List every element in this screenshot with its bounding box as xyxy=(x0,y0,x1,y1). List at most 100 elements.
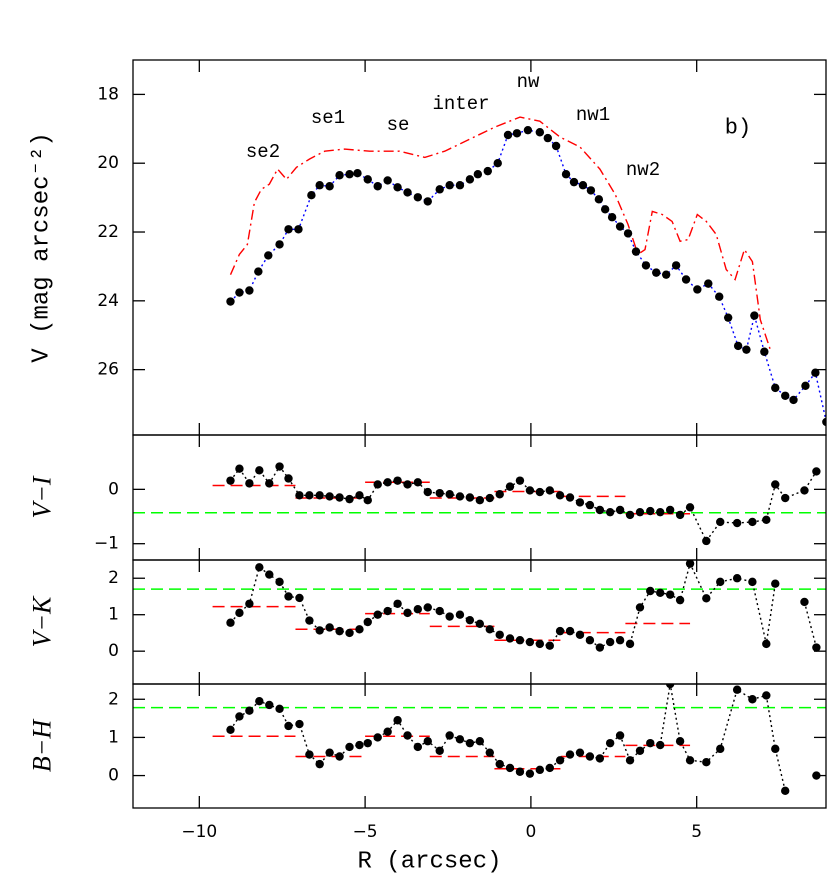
plot-area xyxy=(226,116,826,427)
y-axis-title: V−K xyxy=(28,595,57,647)
plot-area xyxy=(133,462,826,546)
data-point xyxy=(704,279,713,288)
data-point xyxy=(305,491,314,500)
data-point xyxy=(393,599,402,608)
data-point xyxy=(294,225,303,234)
data-point xyxy=(525,769,535,778)
y-tick-label: 2 xyxy=(108,568,119,588)
data-point xyxy=(305,750,314,759)
data-point xyxy=(363,496,372,505)
data-point xyxy=(748,695,757,704)
data-point xyxy=(355,740,364,750)
data-point xyxy=(275,240,284,249)
data-point xyxy=(435,606,444,616)
data-point xyxy=(245,599,254,608)
data-point xyxy=(295,491,304,500)
annotation: nw xyxy=(517,71,540,93)
data-point xyxy=(535,128,545,137)
data-point xyxy=(565,493,575,502)
data-point xyxy=(760,347,769,356)
data-point xyxy=(607,213,617,222)
data-point xyxy=(555,756,565,765)
data-point xyxy=(512,129,522,138)
data-point xyxy=(423,197,432,206)
y-axis-title: B−H xyxy=(28,719,57,772)
data-point xyxy=(732,574,742,583)
data-point xyxy=(595,643,605,652)
data-point xyxy=(413,742,423,752)
data-point xyxy=(635,507,645,517)
y-tick-label: 1 xyxy=(108,727,119,747)
data-point xyxy=(585,752,595,761)
annotation: nw1 xyxy=(576,104,610,126)
data-point xyxy=(762,691,771,700)
data-point xyxy=(623,229,633,238)
data-point xyxy=(455,610,465,619)
data-point xyxy=(575,748,585,757)
y-tick-label: −1 xyxy=(94,534,119,554)
y-axis-title: V−I xyxy=(28,475,57,518)
data-point xyxy=(771,744,780,754)
data-point xyxy=(732,685,742,694)
data-point xyxy=(284,225,293,234)
data-point xyxy=(646,586,655,596)
data-point xyxy=(762,639,771,649)
x-axis-title: R (arcsec) xyxy=(357,849,501,876)
plot-area xyxy=(133,560,826,652)
data-point xyxy=(355,625,364,634)
profile-line xyxy=(230,129,826,423)
data-point xyxy=(235,608,244,618)
data-point xyxy=(801,381,810,391)
data-point xyxy=(345,170,354,179)
data-point xyxy=(702,758,711,767)
data-point xyxy=(485,748,494,757)
data-point xyxy=(363,175,372,184)
data-point xyxy=(702,536,711,546)
data-point xyxy=(345,494,354,504)
data-point xyxy=(646,738,655,748)
y-tick-label: 1 xyxy=(108,605,119,625)
y-tick-label: 26 xyxy=(97,360,119,380)
annotation: inter xyxy=(432,93,489,115)
data-point xyxy=(762,515,771,524)
data-point xyxy=(569,177,579,187)
data-point xyxy=(515,636,525,645)
data-point xyxy=(465,615,475,625)
data-point xyxy=(495,490,504,499)
data-point xyxy=(315,759,324,769)
data-point xyxy=(255,696,264,706)
data-point xyxy=(363,738,372,748)
data-point xyxy=(383,606,392,616)
data-point xyxy=(800,486,809,495)
data-point xyxy=(535,765,545,775)
data-point xyxy=(742,345,751,354)
data-point xyxy=(671,261,681,270)
data-point xyxy=(575,498,585,507)
data-point xyxy=(373,733,382,742)
data-point xyxy=(545,486,554,495)
data-point xyxy=(235,464,244,473)
annotation: se xyxy=(387,114,410,136)
annotation: nw2 xyxy=(626,159,660,181)
data-point xyxy=(781,493,790,503)
data-point xyxy=(226,476,235,485)
data-point xyxy=(716,577,725,587)
data-point xyxy=(789,395,798,405)
plot-frame xyxy=(132,683,827,809)
x-tick-label: 0 xyxy=(525,822,536,842)
data-point xyxy=(226,618,235,627)
data-point xyxy=(485,493,494,503)
data-point xyxy=(413,193,423,202)
data-point xyxy=(605,507,615,517)
data-point xyxy=(656,588,665,598)
data-point xyxy=(284,474,293,483)
data-point xyxy=(265,479,274,488)
data-point xyxy=(615,222,625,231)
plot-area xyxy=(133,684,826,796)
data-point xyxy=(635,746,645,755)
data-point xyxy=(435,185,444,194)
data-point xyxy=(455,181,465,190)
data-point xyxy=(393,716,402,725)
data-point xyxy=(625,756,635,765)
data-point xyxy=(685,503,695,512)
